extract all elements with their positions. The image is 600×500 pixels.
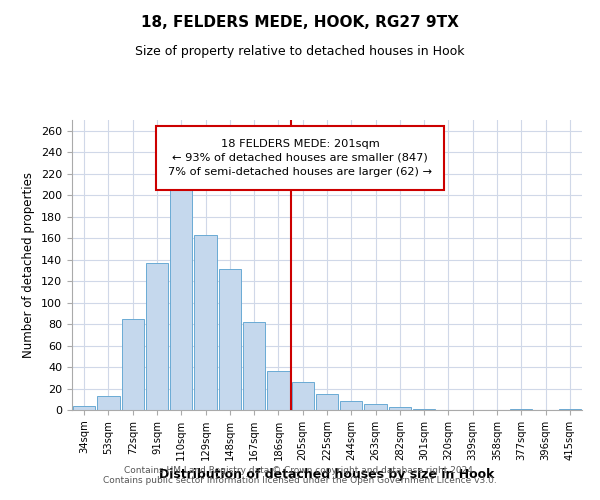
Bar <box>316 394 338 410</box>
Bar <box>389 407 411 410</box>
Bar <box>510 409 532 410</box>
Y-axis label: Number of detached properties: Number of detached properties <box>22 172 35 358</box>
Text: 18, FELDERS MEDE, HOOK, RG27 9TX: 18, FELDERS MEDE, HOOK, RG27 9TX <box>141 15 459 30</box>
Bar <box>73 406 95 410</box>
Bar <box>413 409 436 410</box>
X-axis label: Distribution of detached houses by size in Hook: Distribution of detached houses by size … <box>160 468 494 481</box>
Bar <box>218 270 241 410</box>
Bar <box>559 409 581 410</box>
Bar <box>146 263 168 410</box>
Bar <box>170 186 193 410</box>
Bar <box>364 404 387 410</box>
Bar <box>243 322 265 410</box>
Text: Size of property relative to detached houses in Hook: Size of property relative to detached ho… <box>135 45 465 58</box>
Text: 18 FELDERS MEDE: 201sqm
← 93% of detached houses are smaller (847)
7% of semi-de: 18 FELDERS MEDE: 201sqm ← 93% of detache… <box>168 138 432 176</box>
Bar <box>194 235 217 410</box>
Text: Contains HM Land Registry data © Crown copyright and database right 2024.
Contai: Contains HM Land Registry data © Crown c… <box>103 466 497 485</box>
Bar <box>267 372 290 410</box>
Bar <box>340 402 362 410</box>
FancyBboxPatch shape <box>156 126 444 190</box>
Bar <box>122 318 144 410</box>
Bar <box>97 396 119 410</box>
Bar <box>292 382 314 410</box>
